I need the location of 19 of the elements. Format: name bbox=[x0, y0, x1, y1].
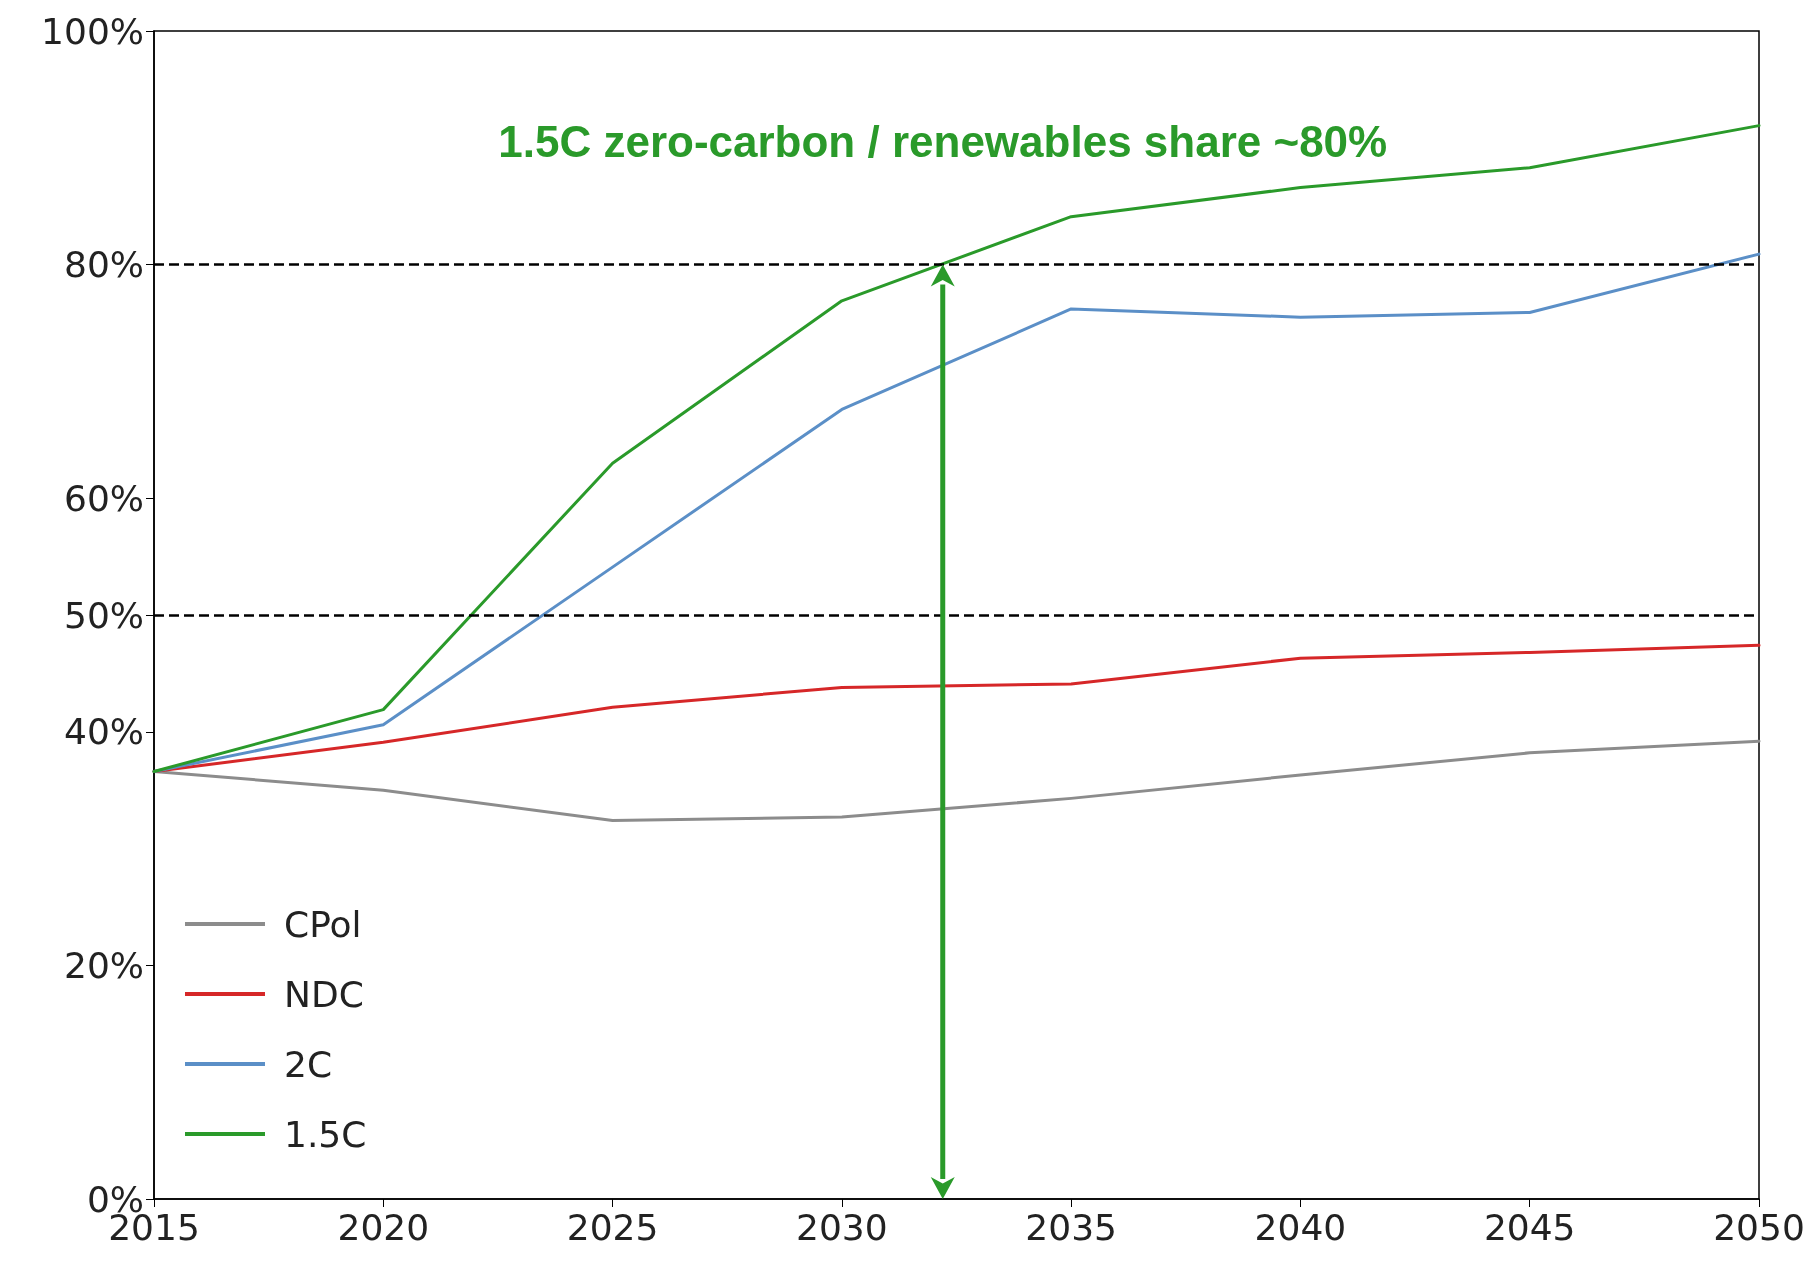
line-series bbox=[152, 124, 1761, 774]
legend-label: NDC bbox=[284, 973, 364, 1015]
y-tick-label: 50% bbox=[63, 594, 144, 636]
y-tick-label: 20% bbox=[63, 944, 144, 986]
x-tick-label: 2020 bbox=[337, 1206, 430, 1248]
legend-label: 2C bbox=[284, 1043, 333, 1085]
y-tick-label: 40% bbox=[63, 711, 144, 753]
legend-label: CPol bbox=[284, 903, 362, 945]
y-tick-label: 60% bbox=[63, 477, 144, 519]
legend-label: 1.5C bbox=[284, 1113, 367, 1155]
x-tick-label: 2025 bbox=[566, 1206, 659, 1248]
annotation: 1.5C zero-carbon / renewables share ~80% bbox=[498, 116, 1388, 166]
x-tick-label: 2030 bbox=[796, 1206, 888, 1248]
x-tick-label: 2040 bbox=[1254, 1206, 1347, 1248]
x-tick-label: 2050 bbox=[1713, 1206, 1805, 1248]
x-tick-label: 2035 bbox=[1025, 1206, 1117, 1248]
x-tick-label: 2045 bbox=[1483, 1206, 1576, 1248]
y-tick-label: 100% bbox=[41, 10, 144, 52]
y-tick-label: 80% bbox=[63, 244, 144, 286]
